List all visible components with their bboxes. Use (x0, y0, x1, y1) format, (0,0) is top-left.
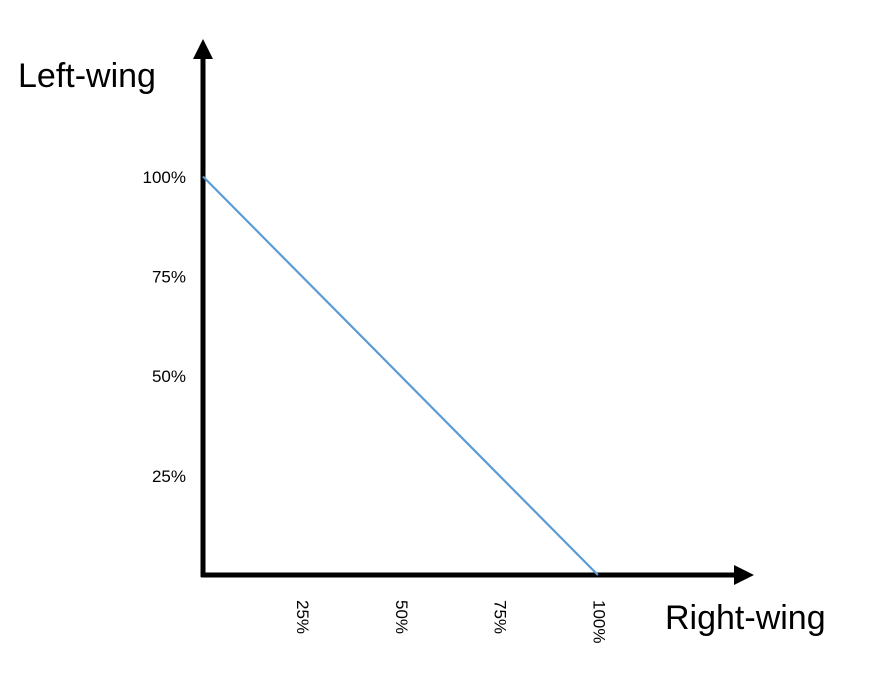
y-axis-title: Left-wing (18, 57, 156, 95)
data-line (202, 175, 599, 576)
x-axis-title: Right-wing (665, 599, 826, 637)
x-tick-label: 75% (491, 600, 510, 634)
x-tick-label: 50% (392, 600, 411, 634)
x-tick-label: 100% (589, 600, 608, 643)
y-tick-label: 50% (152, 367, 186, 386)
y-tick-label: 100% (143, 168, 186, 187)
y-tick-label: 75% (152, 268, 186, 287)
y-tick-label: 25% (152, 467, 186, 486)
x-tick-label: 25% (293, 600, 312, 634)
